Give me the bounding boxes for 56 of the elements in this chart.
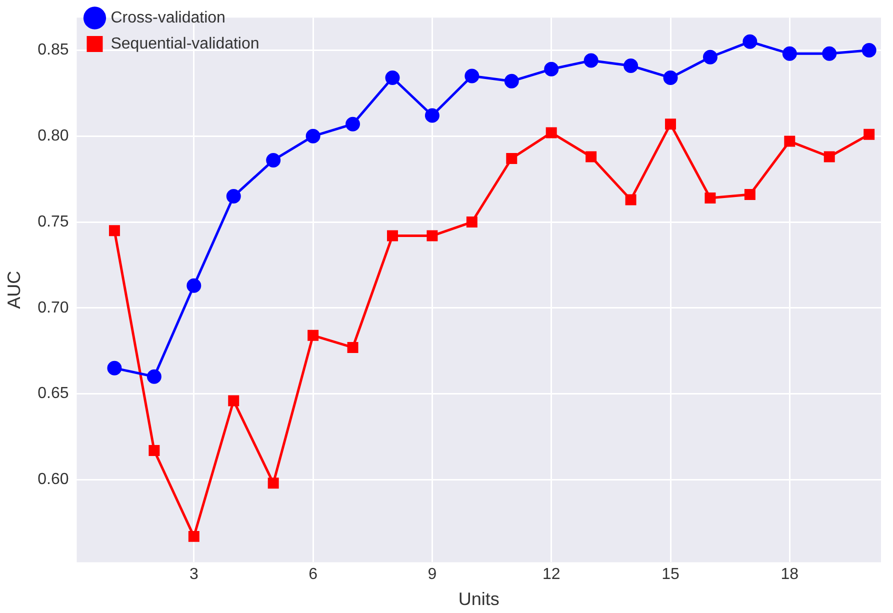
point: [146, 369, 162, 384]
point: [862, 42, 876, 58]
point: [308, 330, 319, 341]
x-axis-title: Units: [458, 589, 500, 610]
point: [822, 46, 837, 61]
point: [744, 189, 756, 200]
point: [268, 478, 279, 489]
point: [426, 230, 438, 242]
y-axis-title: AUC: [4, 270, 24, 309]
point: [466, 216, 478, 228]
y-tick-label: 0.80: [38, 128, 69, 145]
point: [424, 108, 440, 123]
point: [107, 360, 122, 376]
y-tick-label: 0.65: [38, 385, 69, 402]
legend-label: Sequential-validation: [110, 35, 260, 52]
point: [385, 70, 400, 85]
point: [464, 68, 480, 84]
point: [504, 74, 519, 88]
point: [386, 230, 398, 242]
point: [346, 116, 360, 132]
x-tick-label: 15: [662, 566, 680, 584]
x-tick-label: 9: [428, 566, 437, 584]
point: [226, 189, 241, 204]
point: [624, 58, 638, 73]
point: [108, 225, 120, 236]
point: [742, 34, 758, 49]
point: [586, 151, 597, 162]
point: [228, 395, 240, 406]
point: [347, 342, 358, 353]
y-tick-label: 0.70: [38, 299, 69, 316]
y-tick-label: 0.60: [38, 471, 69, 488]
point: [506, 152, 518, 164]
point: [824, 151, 835, 162]
y-tick-label: 0.75: [38, 213, 69, 230]
point: [665, 118, 676, 130]
legend-label: Cross-validation: [110, 9, 226, 26]
point: [625, 194, 636, 206]
point: [784, 136, 796, 147]
point: [544, 62, 559, 76]
point: [148, 445, 160, 456]
x-tick-label: 18: [780, 566, 799, 584]
point: [306, 128, 320, 144]
point: [864, 128, 875, 140]
point: [663, 70, 678, 85]
point: [704, 192, 716, 204]
point: [702, 50, 718, 64]
point: [266, 152, 281, 168]
x-tick-label: 3: [189, 566, 198, 584]
x-tick-label: 6: [308, 566, 318, 584]
x-tick-label: 12: [542, 566, 560, 584]
point: [186, 278, 202, 293]
point: [546, 127, 557, 138]
point: [584, 53, 598, 68]
point: [188, 530, 200, 542]
point: [782, 46, 797, 61]
y-tick-label: 0.85: [38, 42, 69, 59]
